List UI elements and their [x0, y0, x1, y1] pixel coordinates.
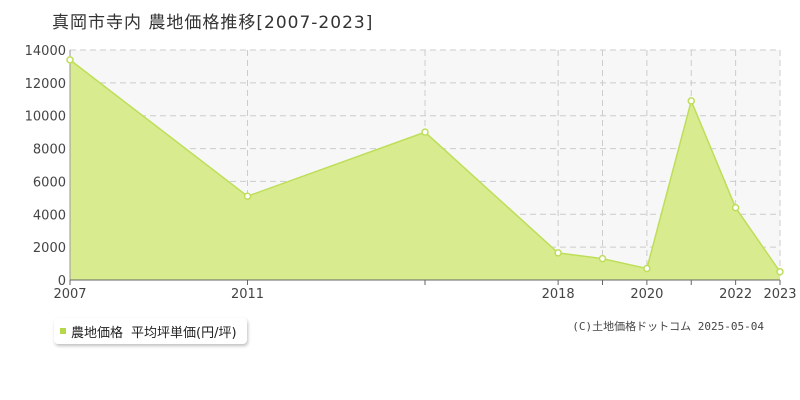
y-tick-label: 6000 [33, 175, 66, 190]
legend-series-label: 農地価格 [71, 325, 124, 341]
axes [69, 50, 781, 285]
data-point [598, 254, 607, 263]
y-tick-label: 2000 [33, 241, 66, 256]
data-point [421, 128, 429, 136]
credit-text: (C)土地価格ドットコム 2025-05-04 [572, 320, 764, 333]
x-tick-label: 2023 [763, 287, 796, 302]
data-point [643, 264, 651, 273]
series-area-fill [70, 59, 780, 280]
y-tick-labels: 0 2000 4000 6000 8000 10000 12000 14000 [25, 44, 66, 289]
x-tick-label: 2020 [630, 287, 663, 302]
data-point [731, 203, 740, 212]
y-tick-label: 14000 [25, 44, 66, 59]
y-tick-label: 8000 [33, 143, 66, 158]
x-tick-label: 2007 [53, 287, 86, 302]
legend-unit-label: 平均坪単価(円/坪) [131, 325, 237, 341]
data-point [776, 268, 784, 276]
legend-swatch [60, 328, 66, 334]
y-tick-label: 0 [58, 274, 66, 289]
legend: 農地価格 平均坪単価(円/坪) [54, 318, 247, 344]
y-tick-label: 12000 [25, 77, 66, 92]
y-tick-label: 4000 [33, 208, 66, 223]
data-point [66, 56, 74, 64]
x-tick-label: 2018 [542, 287, 575, 302]
x-tick-label: 2011 [231, 287, 264, 302]
chart-title: 真岡市寺内 農地価格推移[2007-2023] [52, 13, 374, 33]
y-tick-label: 10000 [25, 110, 66, 125]
data-point [687, 97, 695, 105]
x-tick-labels: 2007 2011 2018 2020 2022 2023 [53, 287, 796, 302]
series-points [66, 56, 784, 276]
x-tick-label: 2022 [719, 287, 752, 302]
data-point [554, 249, 562, 257]
data-point [243, 192, 252, 200]
